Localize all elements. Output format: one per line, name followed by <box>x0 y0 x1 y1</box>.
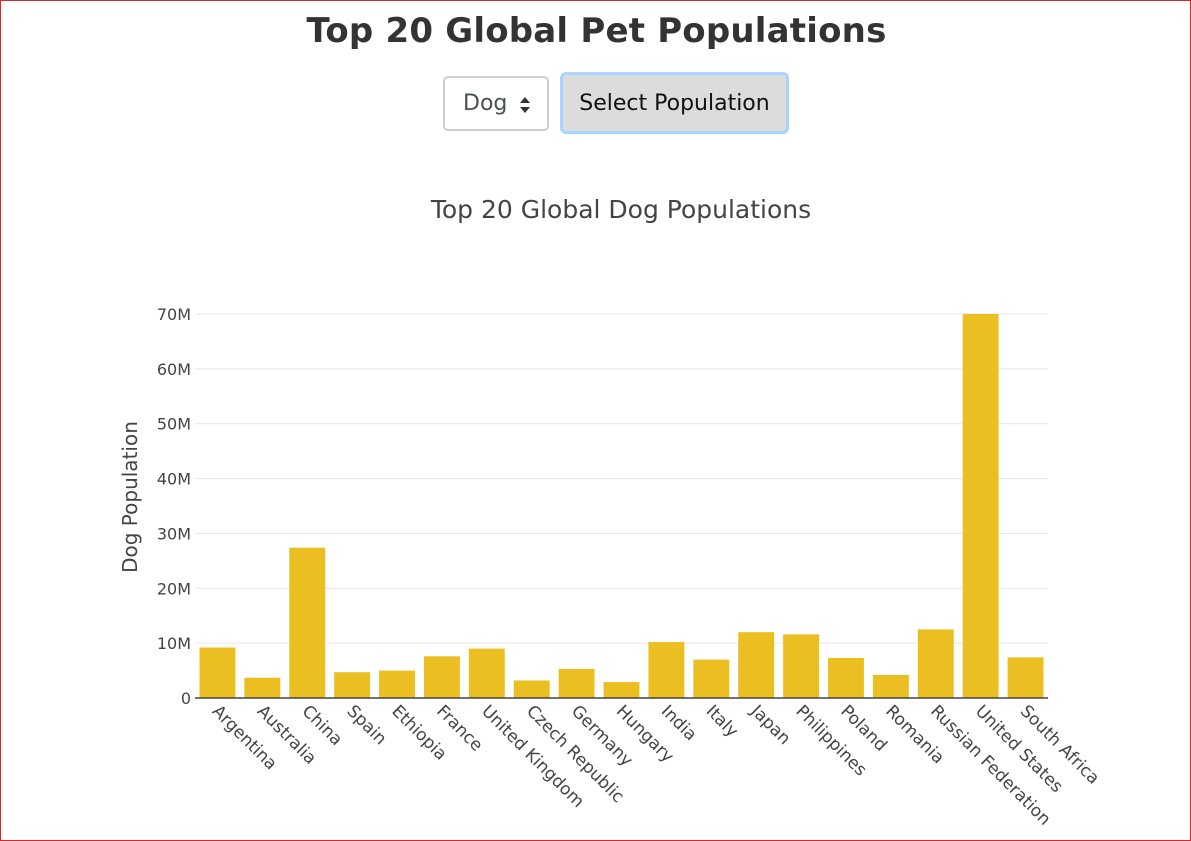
y-tick-label: 20M <box>157 579 191 598</box>
bar-hungary <box>603 682 640 698</box>
select-population-button[interactable]: Select Population <box>560 72 789 134</box>
bar-japan <box>738 632 775 698</box>
y-tick-label: 40M <box>157 470 191 489</box>
bar-philippines <box>783 634 820 698</box>
updown-arrows-icon <box>520 97 530 113</box>
bar-germany <box>558 668 595 698</box>
page-title: Top 20 Global Pet Populations <box>306 11 887 51</box>
bar-china <box>289 547 326 698</box>
x-tick-label: Spain <box>343 701 391 749</box>
bar-south-africa <box>1007 657 1044 698</box>
y-tick-label: 60M <box>157 360 191 379</box>
bar-ethiopia <box>379 670 415 698</box>
x-tick-label: Japan <box>746 701 794 749</box>
bar-australia <box>244 677 281 698</box>
y-tick-label: 70M <box>157 305 191 324</box>
bar-united-states <box>962 314 999 698</box>
species-select[interactable]: Dog <box>443 76 549 131</box>
y-tick-label: 0 <box>181 689 191 708</box>
bar-india <box>648 642 685 698</box>
bar-argentina <box>199 647 236 698</box>
chart-gridlines <box>195 313 1048 644</box>
bar-united-kingdom <box>468 648 505 698</box>
chart-title: Top 20 Global Dog Populations <box>430 195 811 224</box>
bar-italy <box>693 659 730 698</box>
bar-poland <box>828 657 864 698</box>
bar-france <box>423 656 460 698</box>
bar-spain <box>334 672 371 698</box>
y-axis-title: Dog Population <box>118 421 142 573</box>
y-tick-label: 50M <box>157 415 191 434</box>
bar-czech-republic <box>513 680 550 698</box>
species-select-value: Dog <box>463 91 508 116</box>
chart-bars <box>199 314 1044 698</box>
bar-romania <box>872 674 909 698</box>
x-tick-label: Italy <box>702 701 742 741</box>
y-tick-label: 30M <box>157 524 191 543</box>
y-tick-label: 10M <box>157 634 191 653</box>
bar-russian-federation <box>917 629 954 698</box>
